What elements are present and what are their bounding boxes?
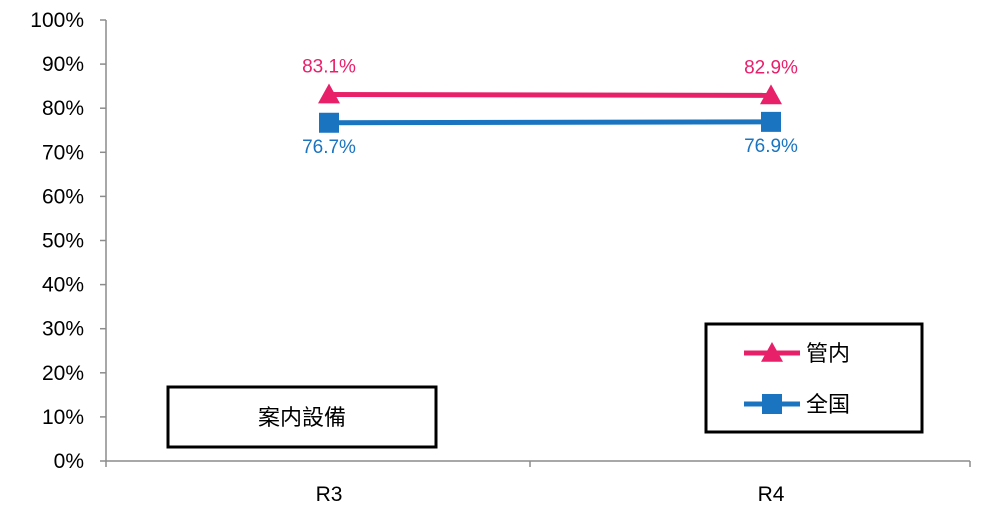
- series-square: 76.7% 76.9%: [302, 111, 798, 158]
- y-tick-label: 70%: [42, 141, 84, 164]
- legend-label: 全国: [806, 393, 850, 418]
- legend-item: 全国: [744, 393, 850, 418]
- y-tick-label: 50%: [42, 230, 84, 253]
- data-label: 82.9%: [744, 57, 798, 78]
- y-tick-label: 20%: [42, 362, 84, 385]
- y-tick-label: 100%: [30, 9, 84, 32]
- series-line: [328, 92, 772, 98]
- legend-label: 管内: [806, 342, 850, 367]
- y-tick-label: 90%: [42, 53, 84, 76]
- x-axis: R3 R4: [105, 460, 971, 506]
- data-label: 83.1%: [302, 57, 356, 78]
- y-tick-label: 10%: [42, 406, 84, 429]
- x-tick-label: R4: [758, 483, 785, 506]
- legend-marker: [762, 394, 782, 414]
- y-tick-label: 40%: [42, 274, 84, 297]
- y-tick-label: 0%: [54, 450, 84, 473]
- legend-item: 管内: [744, 342, 850, 367]
- data-point: [761, 111, 781, 132]
- legend-marker: [761, 342, 783, 362]
- y-tick-label: 30%: [42, 318, 84, 341]
- data-point: [318, 83, 340, 104]
- data-point: [760, 84, 782, 105]
- series-line: [328, 119, 772, 126]
- x-tick-label: R3: [316, 483, 343, 506]
- y-tick-label: 80%: [42, 97, 84, 120]
- annotation-box: 案内設備: [166, 385, 438, 449]
- data-label: 76.7%: [302, 137, 356, 158]
- data-label: 76.9%: [744, 136, 798, 157]
- annotation-text: 案内設備: [258, 406, 346, 431]
- y-tick-label: 60%: [42, 185, 84, 208]
- data-point: [319, 112, 339, 133]
- series-triangle: 83.1% 82.9%: [302, 57, 798, 105]
- y-axis: 0% 10% 20% 30% 40% 50% 60% 70% 80% 90% 100%: [30, 9, 107, 473]
- series-layer: 83.1% 82.9% 76.7% 76.9%: [302, 57, 798, 158]
